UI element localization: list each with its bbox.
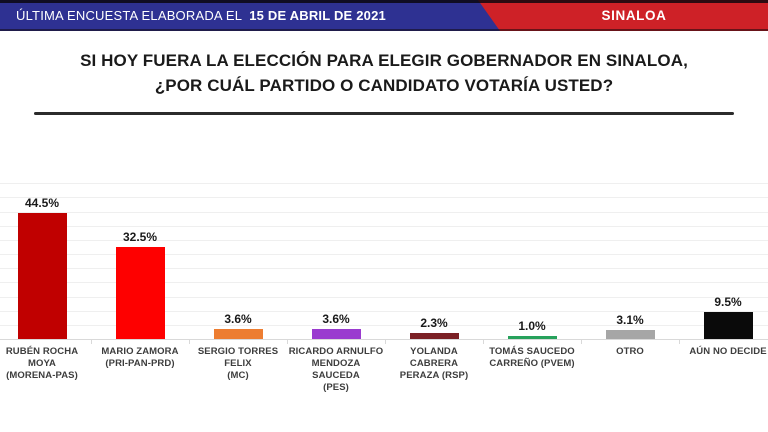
- gridline: [0, 225, 768, 227]
- category-label: MARIO ZAMORA (PRI-PAN-PRD): [101, 346, 179, 369]
- header-top-strip: [0, 0, 768, 3]
- page-title: SI HOY FUERA LA ELECCIÓN PARA ELEGIR GOB…: [0, 48, 768, 98]
- bar-column: 3.6%: [189, 170, 287, 339]
- bar: [605, 330, 655, 339]
- bar: [213, 328, 263, 339]
- bar-columns: 44.5% 32.5% 3.6% 3.6% 2.3% 1.0% 3.1% 9.5%: [0, 170, 768, 339]
- bar-value-label: 1.0%: [518, 319, 546, 334]
- bar-column: 2.3%: [385, 170, 483, 339]
- category-label: RUBÉN ROCHA MOYA (MORENA-PAS): [5, 346, 79, 381]
- page-title-line2: ¿POR CUÁL PARTIDO O CANDIDATO VOTARÍA US…: [154, 76, 614, 95]
- gridline: [0, 324, 768, 326]
- survey-date-prefix: ÚLTIMA ENCUESTA ELABORADA EL: [16, 8, 243, 23]
- axis-tick: [189, 339, 190, 344]
- bar: [507, 336, 557, 339]
- gridline: [0, 197, 768, 199]
- gridline: [0, 296, 768, 298]
- header-bar: ÚLTIMA ENCUESTA ELABORADA EL 15 DE ABRIL …: [0, 0, 768, 31]
- axis-tick: [581, 339, 582, 344]
- category-labels: RUBÉN ROCHA MOYA (MORENA-PAS) MARIO ZAMOR…: [0, 346, 768, 394]
- title-divider: [34, 112, 734, 115]
- gridline: [0, 254, 768, 256]
- axis-tick: [679, 339, 680, 344]
- survey-date-label: ÚLTIMA ENCUESTA ELABORADA EL 15 DE ABRIL …: [0, 8, 386, 23]
- bar-value-label: 32.5%: [122, 229, 158, 244]
- x-axis-line: [0, 339, 768, 340]
- axis-tick: [385, 339, 386, 344]
- gridline: [0, 183, 768, 185]
- axis-tick: [287, 339, 288, 344]
- gridline: [0, 282, 768, 284]
- bar-value-label: 44.5%: [24, 195, 60, 210]
- bar-column: 3.1%: [581, 170, 679, 339]
- category-label: YOLANDA CABRERA PERAZA (RSP): [399, 346, 469, 381]
- bar-column: 9.5%: [679, 170, 768, 339]
- bar-column: 32.5%: [91, 170, 189, 339]
- bar-column: 44.5%: [0, 170, 91, 339]
- bar: [115, 246, 165, 339]
- gridline: [0, 211, 768, 213]
- axis-tick: [483, 339, 484, 344]
- gridline: [0, 239, 768, 241]
- header-bottom-strip: [0, 29, 768, 31]
- category-label: SERGIO TORRES FELIX (MC): [197, 346, 279, 381]
- category-label: OTRO: [616, 346, 644, 357]
- bar-value-label: 3.6%: [322, 311, 350, 326]
- gridline: [0, 310, 768, 312]
- state-name-label: SINALOA: [601, 8, 667, 23]
- bar-value-label: 3.6%: [224, 311, 252, 326]
- category-label: TOMÁS SAUCEDO CARREÑO (PVEM): [489, 346, 575, 369]
- category-label: AÚN NO DECIDE: [689, 346, 767, 357]
- bar-column: 3.6%: [287, 170, 385, 339]
- bar-value-label: 3.1%: [616, 313, 644, 328]
- axis-tick: [91, 339, 92, 344]
- bar: [409, 332, 459, 339]
- bar-value-label: 2.3%: [420, 315, 448, 330]
- bar: [311, 328, 361, 339]
- header-left-section: ÚLTIMA ENCUESTA ELABORADA EL 15 DE ABRIL …: [0, 0, 500, 31]
- gridline: [0, 268, 768, 270]
- bar: [703, 312, 753, 339]
- bar-column: 1.0%: [483, 170, 581, 339]
- category-label: RICARDO ARNULFO MENDOZA SAUCEDA (PES): [288, 346, 384, 393]
- bar: [17, 212, 67, 339]
- survey-date-value: 15 DE ABRIL DE 2021: [249, 8, 386, 23]
- bar-value-label: 9.5%: [714, 295, 742, 310]
- page-title-line1: SI HOY FUERA LA ELECCIÓN PARA ELEGIR GOB…: [80, 51, 688, 70]
